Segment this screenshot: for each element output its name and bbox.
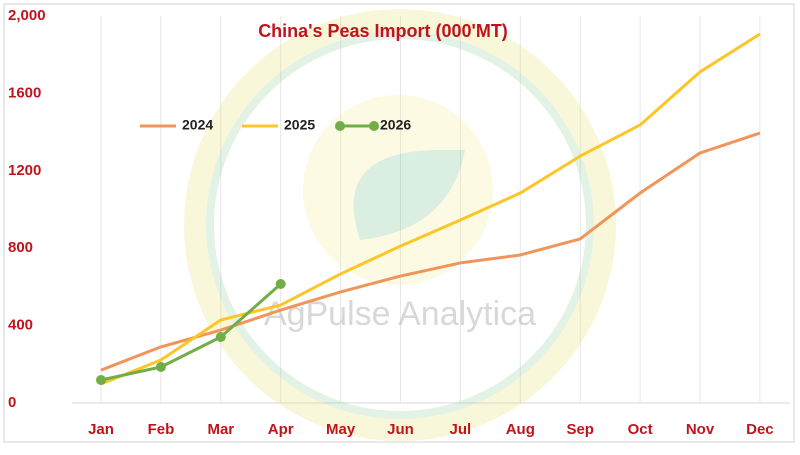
x-tick-label: Mar	[207, 421, 234, 438]
series-line	[100, 32, 761, 386]
legend-label: 2025	[284, 117, 315, 133]
legend-label: 2024	[182, 117, 213, 133]
legend-marker	[369, 121, 379, 131]
point	[96, 374, 106, 385]
x-tick-label: Sep	[566, 421, 594, 438]
x-tick-label: Jun	[387, 421, 414, 438]
series-line	[100, 131, 761, 372]
x-tick-label: May	[326, 421, 356, 438]
point	[215, 332, 226, 343]
watermark: AgPulse Analytica	[264, 295, 536, 333]
x-tick-label: Nov	[686, 421, 715, 438]
x-tick-label: Oct	[628, 421, 653, 438]
point	[155, 362, 166, 373]
x-tick-label: Apr	[268, 421, 294, 438]
y-tick-label: 1600	[8, 84, 41, 101]
y-tick-label: 1200	[8, 162, 41, 179]
y-tick-label: 400	[8, 317, 33, 334]
x-tick-label: Aug	[506, 421, 535, 438]
y-tick-label: 2,000	[8, 7, 46, 24]
chart-title: China's Peas Import (000'MT)	[258, 21, 508, 41]
x-tick-label: Feb	[148, 421, 175, 438]
x-tick-label: Dec	[746, 421, 774, 438]
grid	[72, 16, 790, 404]
x-tick-label: Jul	[450, 421, 472, 438]
y-tick-label: 0	[8, 394, 16, 411]
point	[275, 278, 286, 289]
x-tick-label: Jan	[88, 421, 114, 438]
y-tick-label: 800	[8, 239, 33, 256]
legend-label: 2026	[380, 117, 411, 133]
series-line	[100, 282, 282, 382]
legend-marker	[335, 121, 345, 131]
watermark-logo	[184, 9, 616, 441]
